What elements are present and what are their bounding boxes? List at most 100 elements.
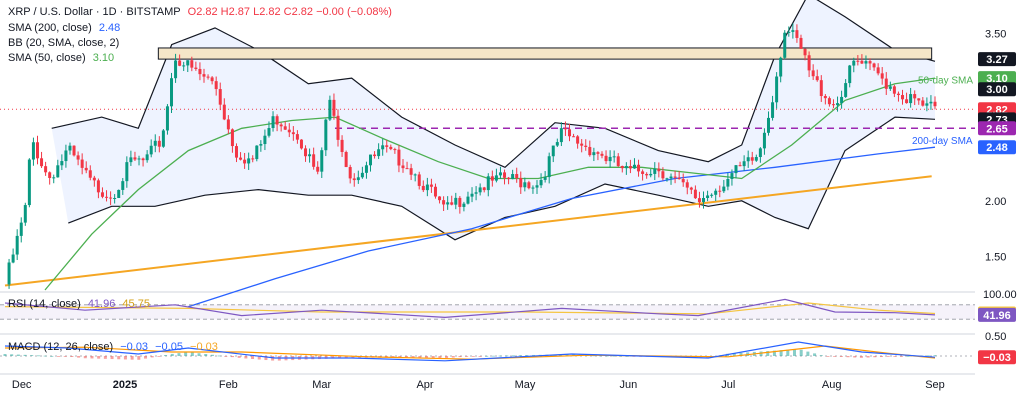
candle-body: [352, 178, 356, 181]
macd-histogram-bar: [210, 354, 214, 356]
price-axis-tick: 2.00: [985, 196, 1006, 208]
macd-histogram-bar: [123, 356, 127, 360]
macd-histogram-bar: [485, 355, 489, 357]
price-label-box-bg: [978, 121, 1016, 136]
candle-body: [251, 158, 255, 160]
candle-body: [48, 172, 52, 178]
candle-body: [535, 185, 539, 188]
macd-histogram-bar: [16, 354, 20, 356]
macd-histogram-bar: [558, 354, 562, 356]
macd-histogram-bar: [197, 353, 201, 356]
candle-body: [677, 177, 681, 180]
macd-histogram-bar: [478, 356, 482, 357]
candle-body: [96, 180, 100, 193]
macd-histogram-bar: [110, 356, 114, 360]
candle-body: [417, 174, 421, 186]
candle-body: [458, 197, 462, 207]
candle-body: [620, 165, 624, 169]
candle-body: [722, 186, 726, 192]
sma200-legend[interactable]: SMA (200, close) 2.48: [8, 22, 124, 34]
candle-body: [888, 86, 892, 89]
candle-body: [174, 60, 178, 79]
candle-body: [425, 184, 429, 191]
candle-body: [283, 126, 287, 130]
price-label-box: 2.48: [986, 142, 1007, 154]
candle-body: [409, 168, 413, 175]
candle-body: [641, 171, 645, 174]
macd-histogram-bar: [498, 355, 502, 357]
macd-histogram-bar: [846, 356, 850, 358]
macd-histogram-bar: [451, 356, 455, 358]
candle-body: [766, 117, 770, 133]
sma50-value: 3.10: [92, 52, 115, 64]
macd-legend[interactable]: MACD (12, 26, close) −0.03 −0.05 −0.03: [8, 341, 222, 353]
rsi-axis-tick: 100.00: [983, 289, 1017, 301]
candle-body: [7, 262, 11, 285]
macd-histogram-bar: [351, 356, 355, 358]
candle-body: [324, 119, 328, 151]
sma50-legend[interactable]: SMA (50, close) 3.10: [8, 52, 118, 64]
candle-body: [498, 172, 502, 176]
candle-body: [490, 176, 494, 181]
macd-histogram-bar: [779, 350, 783, 356]
candle-body: [576, 136, 580, 144]
candle-body: [279, 124, 283, 127]
candle-body: [588, 146, 592, 156]
candle-body: [153, 140, 157, 146]
macd-histogram-bar: [806, 351, 810, 356]
macd-histogram-bar: [177, 353, 181, 356]
candle-body: [494, 175, 498, 181]
candle-body: [584, 145, 588, 147]
support-trendline: [4, 175, 932, 287]
bb-legend[interactable]: BB (20, SMA, close, 2): [8, 37, 123, 49]
candle-body: [226, 119, 230, 130]
candle-body: [649, 173, 653, 176]
macd-histogram-bar: [438, 356, 442, 359]
candle-body: [815, 76, 819, 81]
candle-body: [852, 60, 856, 66]
macd-histogram-bar: [418, 356, 422, 359]
candle-body: [596, 152, 600, 154]
macd-histogram-bar: [170, 353, 174, 356]
sma50-label: SMA (50, close): [8, 52, 86, 64]
candle-body: [80, 159, 84, 168]
candle-body: [149, 145, 153, 155]
macd-histogram-bar: [926, 355, 930, 357]
candle-body: [462, 203, 466, 207]
macd-histogram-bar: [43, 355, 47, 357]
candle-body: [356, 177, 360, 181]
candle-body: [803, 48, 807, 56]
price-label-box-bg: [978, 71, 1016, 86]
candle-body: [64, 150, 68, 162]
candle-body: [393, 149, 397, 151]
macd-histogram-bar: [792, 349, 796, 356]
symbol-title: XRP / U.S. Dollar · 1D · BITSTAMP: [8, 6, 181, 18]
macd-histogram-bar: [144, 356, 148, 359]
rsi-legend[interactable]: RSI (14, close) 41.96 45.75: [8, 298, 154, 310]
macd-label: MACD (12, 26, close): [8, 341, 114, 353]
candle-body: [783, 32, 787, 58]
candle-body: [669, 176, 673, 179]
candle-body: [364, 165, 368, 173]
candle-body: [632, 164, 636, 169]
candle-body: [523, 182, 527, 188]
candle-body: [628, 166, 632, 169]
candle-body: [332, 99, 336, 116]
candle-body: [263, 135, 267, 145]
candle-body: [909, 94, 913, 104]
candle-body: [218, 89, 222, 105]
candle-body: [616, 156, 620, 166]
candle-body: [787, 31, 791, 33]
candle-body: [170, 78, 174, 107]
candle-body: [673, 176, 677, 178]
candle-body: [56, 165, 60, 178]
macd-histogram-bar: [732, 353, 736, 356]
candle-body: [405, 168, 409, 170]
candle-body: [11, 254, 15, 263]
candle-body: [693, 189, 697, 199]
candle-body: [819, 80, 823, 97]
candle-body: [52, 177, 56, 179]
time-axis-tick: Jul: [721, 379, 735, 391]
